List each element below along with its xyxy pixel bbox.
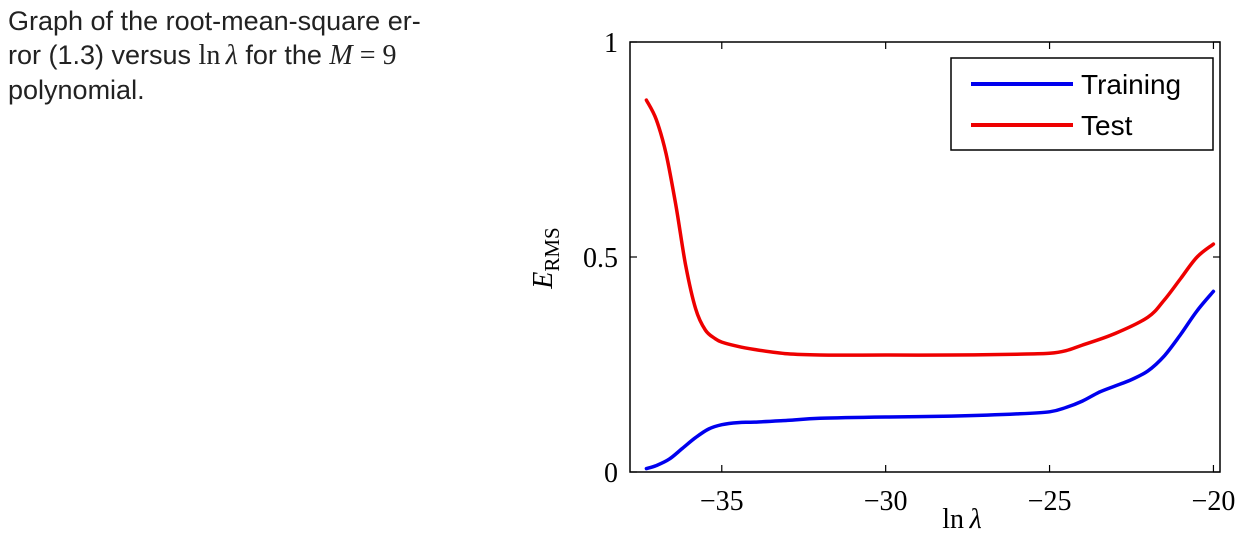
- legend-label-training: Training: [1081, 69, 1181, 100]
- x-tick-label: −35: [700, 486, 744, 517]
- x-tick-label: −20: [1192, 486, 1236, 517]
- figure-caption: Graph of the root-mean-square er- ror (1…: [8, 4, 508, 107]
- x-axis-label: ln λ: [942, 504, 982, 535]
- legend: Training Test: [950, 57, 1214, 151]
- y-tick-label: 1: [604, 28, 618, 59]
- caption-line-2: ror (1.3) versus ln λ for the M = 9: [8, 38, 508, 73]
- legend-label-test: Test: [1081, 110, 1133, 141]
- tick-marks: [630, 41, 1220, 473]
- series-lines: [644, 98, 1216, 471]
- y-axis-label-main: E: [528, 272, 559, 290]
- caption-math-M: M: [329, 40, 352, 71]
- y-tick-label: 0.5: [583, 243, 618, 274]
- y-axis-label: ERMS: [528, 227, 564, 289]
- x-axis-label-fn: ln: [942, 504, 969, 535]
- caption-line-1: Graph of the root-mean-square er-: [8, 6, 421, 36]
- legend-box: [950, 57, 1214, 151]
- caption-lambda: λ: [225, 40, 238, 71]
- series-line-training: [644, 289, 1216, 471]
- series-line-test: [644, 98, 1216, 357]
- caption-text-a: ror (1.3) versus: [8, 40, 199, 70]
- caption-text-b: for the: [237, 40, 330, 70]
- caption-math-lambda: λ: [226, 40, 238, 71]
- caption-M: M: [329, 40, 353, 71]
- x-tick-label: −30: [864, 486, 908, 517]
- caption-math-ln: ln: [198, 40, 221, 71]
- y-tick-label: 0: [604, 458, 618, 489]
- caption-math-eq: = 9: [352, 40, 397, 71]
- x-axis-label-var: λ: [969, 504, 982, 535]
- caption-line-3: polynomial.: [8, 75, 145, 105]
- tick-labels: −35 −30 −25 −20 0 0.5 1: [583, 28, 1235, 517]
- axis-labels: ln λ ERMS: [528, 227, 982, 535]
- y-axis-label-sub: RMS: [540, 227, 564, 271]
- x-tick-label: −25: [1028, 486, 1072, 517]
